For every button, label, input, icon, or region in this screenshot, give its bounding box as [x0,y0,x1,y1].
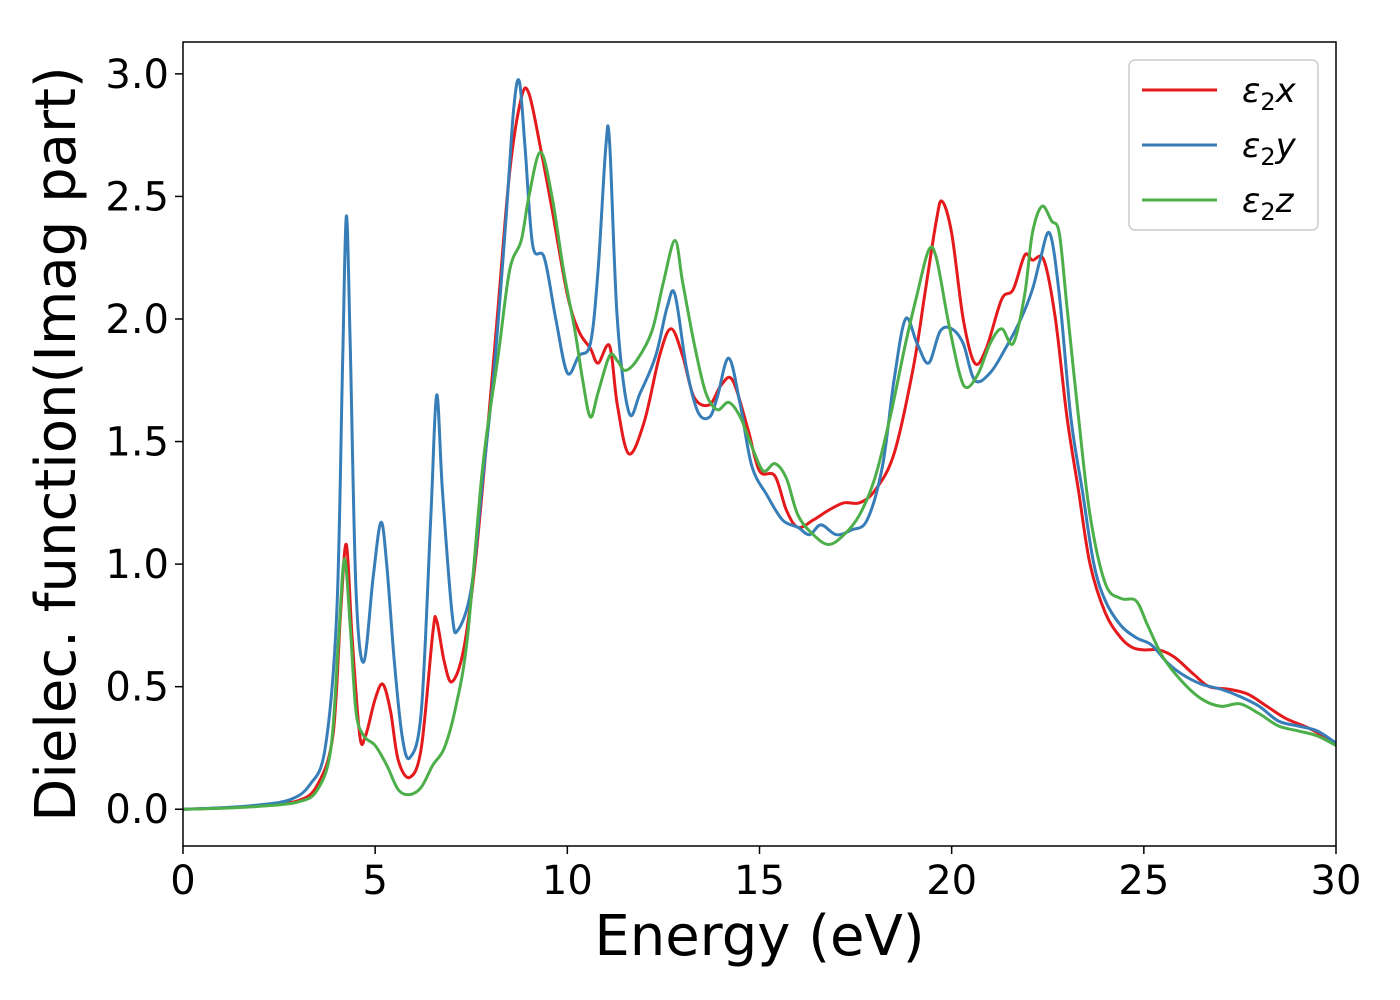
x-axis-title: Energy (eV) [594,904,924,969]
y-tick-label: 2.0 [105,297,169,343]
series-line-z [183,150,1336,811]
y-axis-ticks: 0.0 0.5 1.0 1.5 2.0 2.5 3.0 [105,52,183,833]
y-axis-title: Dielec. function(Imag part) [24,66,89,822]
y-tick-label: 2.5 [105,174,169,220]
legend-label-y: ε2y [1242,126,1297,171]
y-tick-label: 1.5 [105,420,169,466]
y-tick-label: 1.0 [105,542,169,588]
x-axis-ticks: 0 5 10 15 20 25 30 [170,846,1361,904]
x-tick-label: 15 [734,858,785,904]
series-layer [183,78,1336,811]
series-line-y [183,78,1336,811]
series-line-x [183,86,1336,811]
legend-label-x: ε2x [1242,71,1297,116]
x-tick-label: 0 [170,858,195,904]
y-tick-label: 3.0 [105,52,169,98]
x-tick-label: 20 [926,858,977,904]
y-tick-label: 0.5 [105,665,169,711]
y-tick-label: 0.0 [105,787,169,833]
x-tick-label: 10 [542,858,593,904]
legend: ε2x ε2y ε2z [1128,59,1319,231]
x-tick-label: 30 [1311,858,1362,904]
legend-label-z: ε2z [1242,181,1295,226]
x-tick-label: 5 [362,858,387,904]
x-tick-label: 25 [1118,858,1169,904]
legend-box [1128,59,1319,231]
